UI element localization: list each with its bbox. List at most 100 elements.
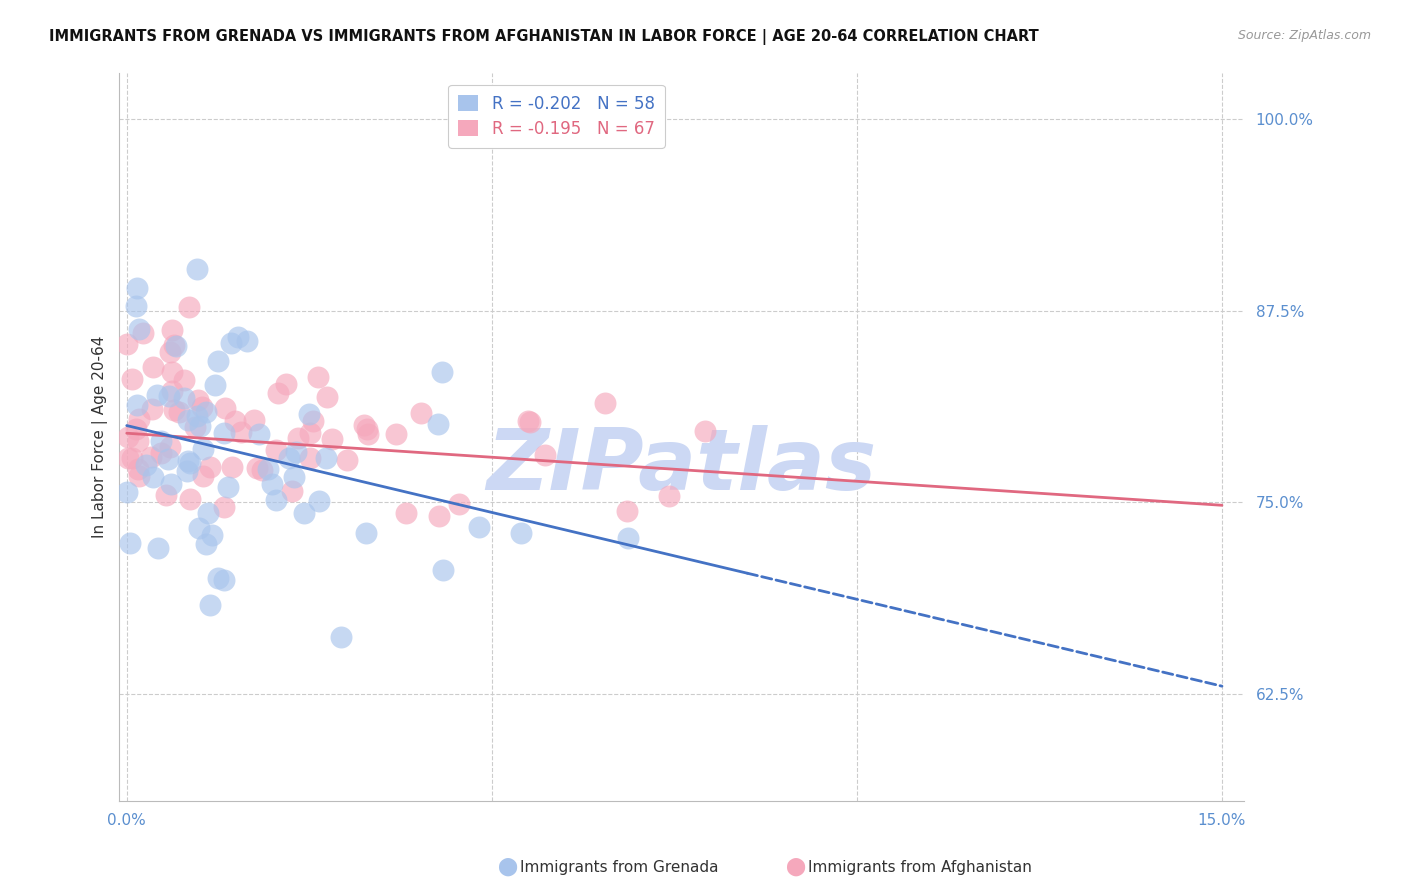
Point bbox=[160, 476, 183, 491]
Point bbox=[197, 507, 219, 521]
Point bbox=[336, 452, 359, 467]
Point bbox=[212, 426, 235, 441]
Point bbox=[287, 431, 309, 445]
Point bbox=[121, 450, 143, 465]
Point bbox=[519, 415, 541, 429]
Point bbox=[432, 563, 454, 577]
Point bbox=[593, 395, 616, 409]
Point bbox=[315, 450, 337, 465]
Point bbox=[163, 403, 186, 417]
Point bbox=[247, 427, 270, 442]
Point bbox=[148, 541, 170, 556]
Point bbox=[146, 388, 169, 402]
Point bbox=[120, 535, 142, 549]
Point bbox=[157, 389, 180, 403]
Point bbox=[187, 521, 209, 535]
Point bbox=[385, 426, 408, 441]
Point bbox=[177, 300, 200, 314]
Point bbox=[315, 390, 337, 404]
Point bbox=[195, 405, 218, 419]
Point bbox=[176, 454, 198, 468]
Text: ZIPatlas: ZIPatlas bbox=[486, 425, 877, 508]
Point bbox=[256, 462, 278, 476]
Point bbox=[128, 411, 150, 425]
Point bbox=[167, 405, 190, 419]
Point bbox=[467, 520, 489, 534]
Point bbox=[186, 262, 208, 277]
Point bbox=[186, 409, 208, 423]
Point bbox=[159, 440, 181, 454]
Point bbox=[298, 450, 321, 465]
Point bbox=[125, 398, 148, 412]
Point bbox=[264, 442, 287, 457]
Point bbox=[128, 469, 150, 483]
Point bbox=[150, 434, 173, 449]
Point bbox=[179, 456, 201, 470]
Point bbox=[142, 470, 165, 484]
Point bbox=[395, 506, 418, 520]
Point bbox=[165, 338, 187, 352]
Point bbox=[188, 418, 211, 433]
Point bbox=[307, 370, 329, 384]
Point bbox=[204, 378, 226, 392]
Point bbox=[217, 480, 239, 494]
Point bbox=[427, 417, 450, 431]
Point bbox=[354, 525, 377, 540]
Point bbox=[115, 336, 138, 351]
Point bbox=[229, 425, 252, 439]
Point bbox=[693, 424, 716, 438]
Point bbox=[160, 384, 183, 398]
Text: ⬤: ⬤ bbox=[498, 858, 517, 876]
Point bbox=[298, 407, 321, 421]
Point bbox=[162, 365, 184, 379]
Text: IMMIGRANTS FROM GRENADA VS IMMIGRANTS FROM AFGHANISTAN IN LABOR FORCE | AGE 20-6: IMMIGRANTS FROM GRENADA VS IMMIGRANTS FR… bbox=[49, 29, 1039, 45]
Text: Source: ZipAtlas.com: Source: ZipAtlas.com bbox=[1237, 29, 1371, 42]
Point bbox=[246, 461, 269, 475]
Point bbox=[125, 422, 148, 436]
Point bbox=[125, 299, 148, 313]
Point bbox=[207, 354, 229, 368]
Point bbox=[409, 406, 432, 420]
Point bbox=[264, 492, 287, 507]
Point bbox=[214, 401, 236, 415]
Point bbox=[115, 484, 138, 499]
Point bbox=[176, 464, 198, 478]
Point bbox=[177, 413, 200, 427]
Point bbox=[117, 430, 139, 444]
Point bbox=[449, 497, 471, 511]
Point bbox=[658, 489, 681, 503]
Point bbox=[509, 525, 531, 540]
Point bbox=[127, 281, 149, 295]
Point bbox=[187, 393, 209, 408]
Point bbox=[117, 450, 139, 465]
Point bbox=[135, 458, 157, 473]
Point bbox=[156, 452, 179, 467]
Point bbox=[219, 336, 242, 351]
Point bbox=[173, 391, 195, 405]
Point bbox=[517, 413, 540, 427]
Point bbox=[292, 506, 315, 520]
Point bbox=[132, 326, 155, 340]
Point bbox=[250, 463, 273, 477]
Point bbox=[302, 414, 325, 428]
Point bbox=[228, 329, 250, 343]
Text: ⬤: ⬤ bbox=[786, 858, 806, 876]
Point bbox=[127, 434, 149, 449]
Point bbox=[616, 504, 638, 518]
Point bbox=[356, 422, 378, 436]
Point bbox=[191, 442, 214, 456]
Point bbox=[128, 322, 150, 336]
Point bbox=[212, 573, 235, 587]
Point bbox=[179, 492, 201, 507]
Point bbox=[160, 323, 183, 337]
Point bbox=[430, 365, 453, 379]
Point bbox=[159, 345, 181, 359]
Point bbox=[298, 425, 321, 440]
Point bbox=[283, 469, 305, 483]
Point bbox=[141, 401, 163, 416]
Point bbox=[280, 484, 302, 499]
Point bbox=[207, 571, 229, 585]
Point bbox=[617, 531, 640, 545]
Y-axis label: In Labor Force | Age 20-64: In Labor Force | Age 20-64 bbox=[93, 336, 108, 538]
Point bbox=[266, 386, 288, 401]
